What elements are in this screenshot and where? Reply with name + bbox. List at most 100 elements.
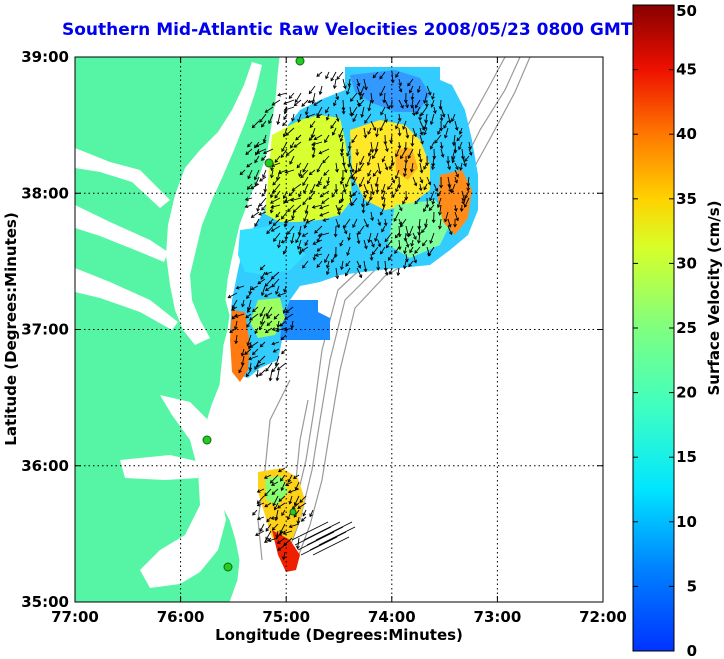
velocity-patch-orange-east: [438, 170, 472, 235]
velocity-vector-head: [419, 179, 424, 184]
velocity-vector: [323, 183, 330, 189]
velocity-vector: [261, 204, 267, 211]
velocity-vector-head: [305, 219, 310, 224]
velocity-vector-head: [282, 195, 287, 200]
velocity-vector: [375, 176, 379, 187]
velocity-vector: [398, 225, 401, 237]
velocity-vector-head: [434, 188, 439, 192]
velocity-vector-head: [280, 239, 285, 244]
velocity-vector: [398, 218, 402, 225]
velocity-vector: [423, 120, 428, 130]
velocity-vector-head: [402, 126, 406, 130]
velocity-vector-head: [404, 258, 409, 263]
velocity-vector-head: [427, 91, 432, 96]
velocity-vector: [379, 85, 386, 96]
velocity-vector: [312, 239, 323, 245]
velocity-vector-head: [284, 236, 289, 241]
velocity-vector: [299, 495, 307, 503]
velocity-vector: [361, 106, 365, 118]
velocity-vector: [234, 320, 238, 330]
velocity-vector-head: [266, 322, 271, 326]
velocity-vector: [351, 197, 358, 206]
velocity-vector: [274, 155, 281, 163]
velocity-vector-head: [266, 230, 270, 235]
velocity-vector: [461, 197, 465, 205]
velocity-vector: [393, 211, 400, 222]
velocity-vector-head: [338, 207, 342, 211]
velocity-vector: [302, 197, 309, 205]
velocity-vector: [411, 239, 414, 247]
velocity-vector-head: [424, 223, 428, 228]
velocity-vector: [405, 225, 409, 237]
velocity-vector: [316, 71, 323, 77]
velocity-vector: [276, 530, 279, 538]
velocity-vector: [331, 253, 337, 263]
velocity-vector-head: [259, 266, 264, 271]
velocity-vector-head: [318, 180, 322, 185]
velocity-vector-head: [252, 308, 256, 313]
velocity-vector: [291, 113, 295, 121]
velocity-vector-head: [259, 528, 263, 533]
velocity-vector-head: [359, 92, 363, 97]
velocity-vector: [431, 92, 435, 100]
velocity-vector: [421, 225, 428, 233]
velocity-vector: [395, 71, 400, 78]
velocity-vector-head: [281, 148, 285, 153]
velocity-vector-head: [369, 257, 374, 261]
velocity-vector: [264, 292, 273, 297]
velocity-vector: [419, 120, 425, 131]
velocity-vector: [297, 502, 307, 509]
velocity-vector-head: [417, 153, 422, 158]
velocity-vector-head: [431, 166, 435, 171]
velocity-vector: [259, 197, 267, 207]
velocity-vector: [326, 113, 330, 121]
velocity-vector: [285, 481, 293, 486]
velocity-vector: [454, 211, 459, 221]
velocity-vector: [349, 169, 355, 180]
velocity-vector-head: [407, 155, 412, 160]
velocity-vector-head: [250, 185, 255, 190]
x-tick-label: 74:00: [368, 608, 416, 626]
velocity-vector: [289, 155, 295, 165]
velocity-patch-yellow-west: [265, 115, 352, 222]
velocity-vector: [468, 148, 472, 156]
velocity-vector: [264, 502, 272, 508]
velocity-vector: [433, 106, 436, 114]
velocity-vector: [454, 141, 457, 153]
velocity-vector: [317, 246, 323, 252]
velocity-vector: [281, 509, 286, 516]
velocity-vector-head: [419, 169, 424, 174]
velocity-vector-head: [394, 175, 399, 180]
velocity-vector: [419, 183, 422, 191]
velocity-vector-head: [410, 143, 415, 147]
velocity-vector: [367, 127, 372, 135]
velocity-vector: [398, 127, 401, 136]
velocity-vector: [461, 155, 467, 167]
radar-station-marker: [295, 57, 305, 66]
velocity-vector-head: [247, 175, 251, 180]
velocity-vector: [348, 232, 351, 241]
velocity-vector: [419, 176, 423, 183]
velocity-vector-head: [278, 498, 283, 502]
velocity-vector: [439, 99, 442, 110]
velocity-vector: [266, 225, 274, 234]
velocity-vector-head: [400, 155, 404, 160]
velocity-vector: [238, 362, 245, 373]
velocity-vector-head: [287, 489, 292, 494]
velocity-vector-head: [398, 82, 403, 87]
velocity-vector-head: [234, 340, 239, 345]
velocity-vector: [404, 162, 407, 171]
velocity-vector-head: [263, 293, 268, 298]
velocity-vector-head: [277, 293, 281, 297]
velocity-vector: [287, 225, 295, 235]
velocity-vector: [324, 253, 330, 263]
velocity-vector-head: [275, 328, 280, 333]
velocity-vector-head: [246, 342, 251, 347]
velocity-vector: [391, 155, 394, 166]
velocity-vector-head: [397, 117, 402, 122]
velocity-vector: [283, 99, 295, 105]
velocity-vector-head: [332, 85, 337, 90]
velocity-vector-head: [244, 204, 249, 209]
velocity-vector-head: [386, 105, 391, 110]
velocity-vector-head: [425, 162, 430, 167]
